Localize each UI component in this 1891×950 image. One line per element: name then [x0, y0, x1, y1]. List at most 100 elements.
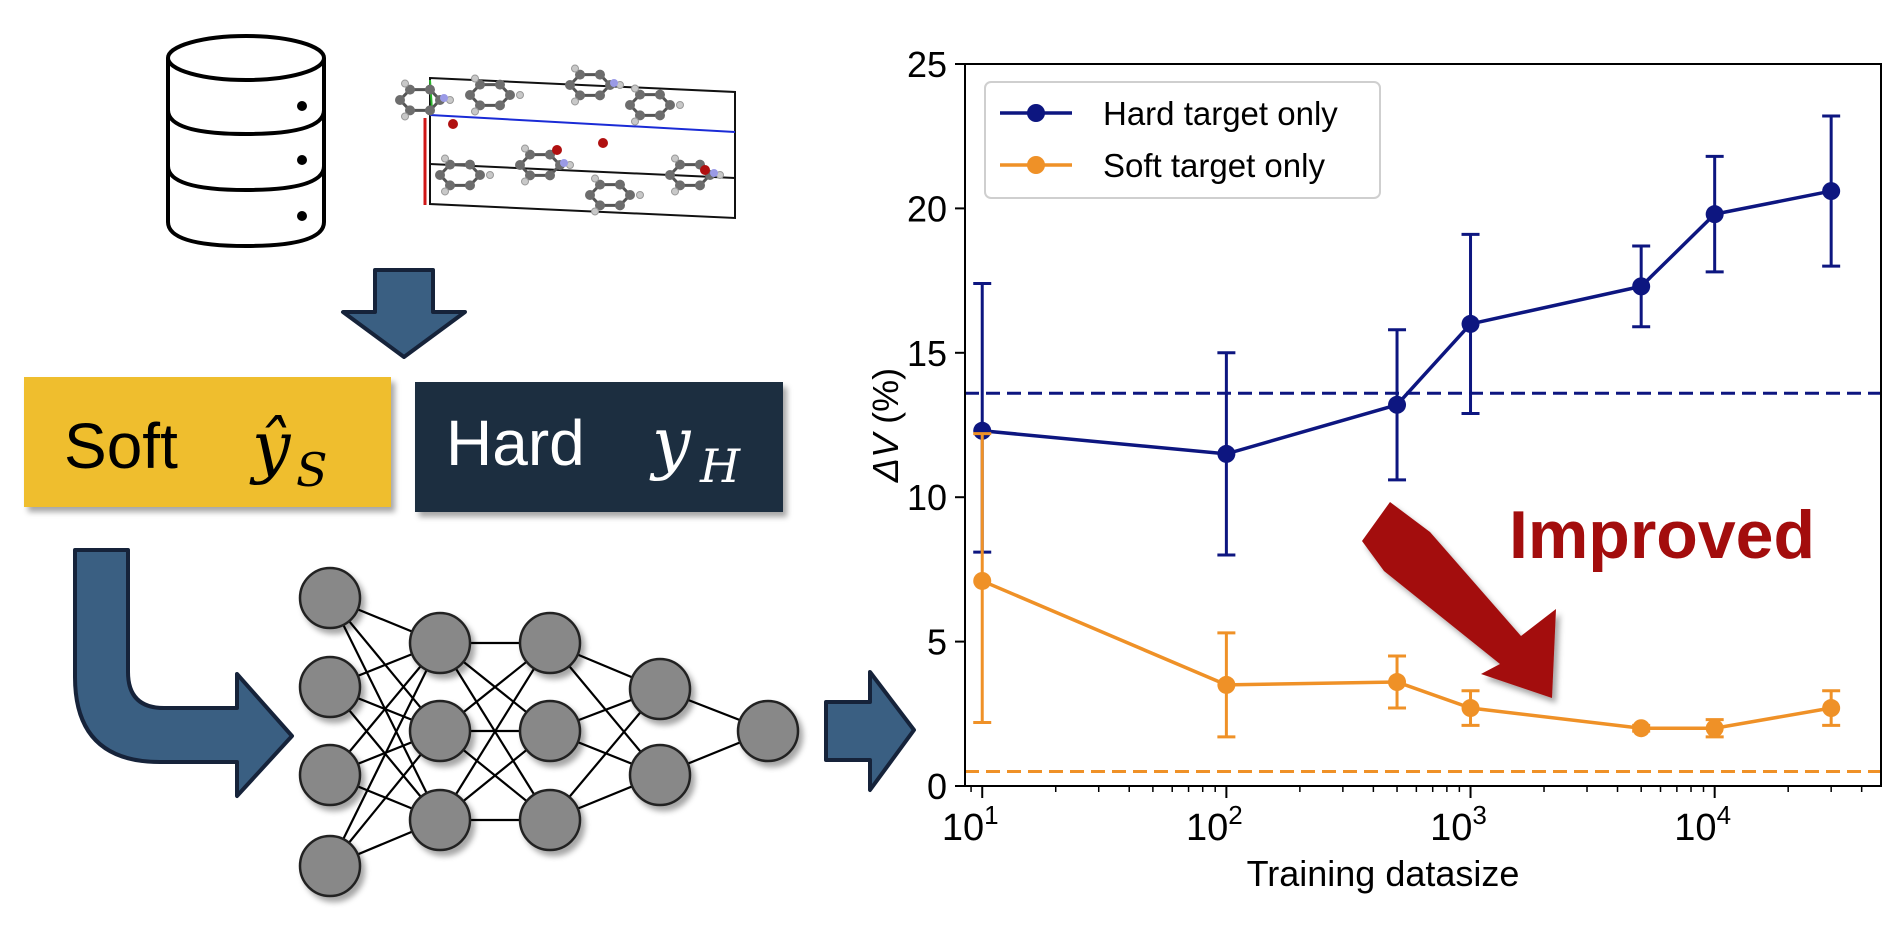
- down-arrow-shape: [341, 268, 467, 359]
- carbon-atom: [515, 160, 525, 170]
- hydrogen-atom: [571, 64, 579, 73]
- network-node: [518, 611, 582, 675]
- data-point: [1705, 205, 1724, 224]
- carbon-atom: [595, 69, 605, 80]
- carbon-atom: [695, 180, 705, 191]
- legend-label: Soft target only: [1103, 147, 1325, 184]
- carbon-atom: [475, 100, 485, 111]
- carbon-atom: [615, 179, 625, 190]
- carbon-atom: [575, 90, 585, 101]
- molecule-ring: [587, 183, 633, 207]
- carbon-atom: [655, 89, 665, 100]
- carbon-atom: [475, 170, 485, 180]
- carbon-atom: [625, 100, 635, 110]
- soft-target-box: [24, 377, 391, 507]
- data-point: [1461, 314, 1480, 333]
- y-tick-label: 10: [907, 477, 947, 518]
- oxygen-atom: [552, 145, 562, 155]
- nitrogen-atom: [440, 94, 448, 102]
- hydrogen-atom: [671, 154, 679, 163]
- carbon-atom: [625, 190, 635, 200]
- carbon-atom: [465, 90, 475, 100]
- carbon-atom: [655, 110, 665, 121]
- right-arrow-shape: [824, 670, 916, 792]
- network-node: [298, 743, 362, 807]
- carbon-atom: [495, 79, 505, 90]
- unit-cell-axis-b: [429, 114, 736, 133]
- carbon-atom: [505, 90, 515, 100]
- hydrogen-atom: [401, 79, 409, 88]
- oxygen-atom: [700, 165, 710, 175]
- database-icon: [166, 34, 326, 249]
- hydrogen-atom: [636, 191, 644, 199]
- data-point: [1217, 444, 1236, 463]
- oxygen-atom: [448, 119, 458, 129]
- carbon-atom: [405, 105, 415, 116]
- carbon-atom: [405, 84, 415, 95]
- legend-marker: [1027, 104, 1045, 122]
- carbon-atom: [425, 105, 435, 116]
- network-node: [298, 834, 362, 898]
- soft-symbol: ŷ: [249, 408, 292, 487]
- neural-network-diagram: [298, 566, 800, 898]
- carbon-atom: [465, 159, 475, 170]
- molecule-ring: [517, 153, 563, 177]
- data-point: [1388, 395, 1407, 414]
- hard-target-box: [415, 382, 783, 512]
- network-node: [298, 566, 362, 630]
- data-point: [1822, 182, 1841, 201]
- legend-marker: [1027, 156, 1045, 174]
- hydrogen-atom: [486, 171, 494, 179]
- crystal-structure-image: [395, 64, 736, 220]
- carbon-atom: [665, 170, 675, 180]
- carbon-atom: [545, 170, 555, 181]
- carbon-atom: [595, 200, 605, 211]
- carbon-atom: [425, 84, 435, 95]
- legend-label: Hard target only: [1103, 95, 1338, 132]
- network-node: [518, 699, 582, 763]
- data-point: [1461, 699, 1480, 718]
- y-tick-label: 15: [907, 333, 947, 374]
- carbon-atom: [615, 200, 625, 211]
- carbon-atom: [525, 170, 535, 181]
- carbon-atom: [565, 80, 575, 90]
- hydrogen-atom: [521, 144, 529, 153]
- series-line: [982, 189, 1832, 456]
- bent-arrow-icon: [73, 548, 294, 798]
- y-tick-label: 0: [927, 766, 947, 807]
- network-node: [628, 743, 692, 807]
- y-tick-label: 25: [907, 44, 947, 85]
- data-point: [1705, 719, 1724, 738]
- network-node: [408, 699, 472, 763]
- data-point: [1632, 719, 1651, 738]
- network-node: [518, 788, 582, 852]
- unit-cell-edge: [429, 163, 736, 179]
- network-node: [628, 657, 692, 721]
- y-tick-label: 20: [907, 188, 947, 229]
- hydrogen-atom: [521, 177, 529, 186]
- carbon-atom: [575, 69, 585, 80]
- x-tick-label: 102: [1186, 800, 1243, 849]
- hydrogen-atom: [441, 187, 449, 196]
- carbon-atom: [525, 149, 535, 160]
- carbon-atom: [465, 180, 475, 191]
- improved-annotation: Improved: [1509, 497, 1815, 573]
- carbon-atom: [665, 100, 675, 110]
- y-tick-label: 5: [927, 622, 947, 663]
- hydrogen-atom: [591, 174, 599, 183]
- soft-subscript: S: [296, 443, 328, 497]
- data-point: [973, 421, 992, 440]
- plot-frame: [964, 63, 1882, 787]
- hydrogen-atom: [671, 187, 679, 196]
- carbon-atom: [445, 159, 455, 170]
- data-point: [1388, 673, 1407, 692]
- x-axis-label: Training datasize: [1247, 853, 1520, 894]
- carbon-atom: [395, 95, 405, 105]
- carbon-atom: [475, 79, 485, 90]
- carbon-atom: [675, 180, 685, 191]
- hard-symbol: y: [649, 404, 692, 483]
- carbon-atom: [675, 159, 685, 170]
- network-edge: [329, 642, 441, 867]
- molecule-ring: [627, 93, 673, 117]
